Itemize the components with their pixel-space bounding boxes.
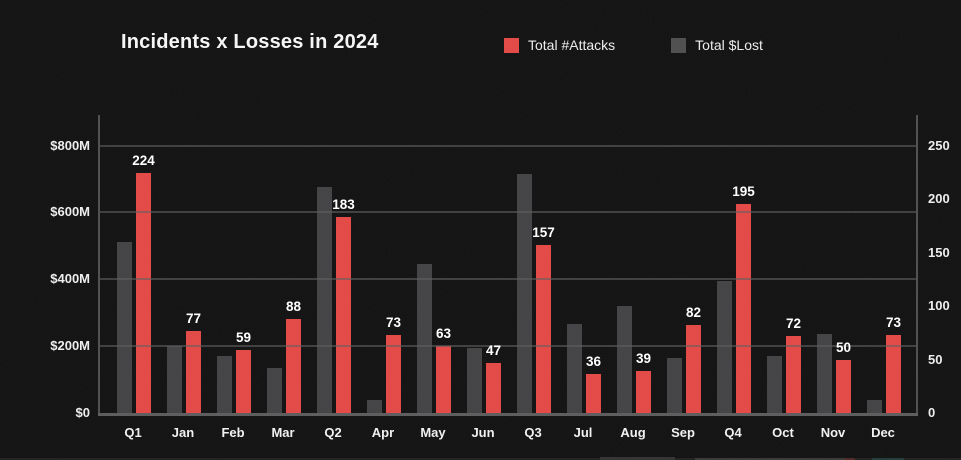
right-axis-tick-label: 100 xyxy=(928,298,950,313)
bar-total-attacks xyxy=(636,371,651,413)
attacks-value-label: 59 xyxy=(235,329,252,345)
chart-legend: Total #Attacks Total $Lost xyxy=(504,37,763,53)
bar-total-attacks xyxy=(286,318,301,413)
attacks-value-label: 39 xyxy=(635,351,652,367)
right-axis-tick-label: 0 xyxy=(928,405,936,420)
x-axis-category-label: Feb xyxy=(221,425,245,440)
left-axis-tick-label: $0 xyxy=(75,405,90,420)
gridline xyxy=(98,144,918,147)
chart-title: Incidents x Losses in 2024 xyxy=(121,31,379,53)
attacks-value-label: 77 xyxy=(185,310,202,326)
x-axis-category-label: Jan xyxy=(171,425,195,440)
lost-swatch-icon xyxy=(671,37,687,53)
left-axis-tick-label: $200M xyxy=(50,338,90,354)
bar-total-attacks xyxy=(486,362,501,413)
x-axis-category-label: Sep xyxy=(671,425,695,440)
gridline xyxy=(98,211,918,214)
bar-total-attacks xyxy=(236,349,251,413)
attacks-value-label: 224 xyxy=(132,153,155,169)
bar-total-attacks xyxy=(136,173,151,413)
bar-total-lost xyxy=(317,187,332,413)
bar-total-attacks xyxy=(836,359,851,413)
bar-total-attacks xyxy=(186,330,201,413)
x-axis-category-label: Nov xyxy=(820,425,846,440)
left-axis-tick-label: $400M xyxy=(50,271,90,287)
bar-total-lost xyxy=(517,173,532,413)
attacks-value-label: 72 xyxy=(785,315,802,331)
bar-total-lost xyxy=(367,399,382,413)
attacks-value-label: 73 xyxy=(385,314,402,330)
bar-total-lost xyxy=(667,357,682,413)
bar-total-lost xyxy=(117,242,132,413)
bar-total-attacks xyxy=(786,335,801,413)
bar-total-attacks xyxy=(586,374,601,413)
attacks-swatch-icon xyxy=(504,37,519,53)
legend-item-lost[interactable]: Total $Lost xyxy=(671,37,763,53)
attacks-value-label: 195 xyxy=(732,184,755,200)
legend-label-attacks: Total #Attacks xyxy=(528,37,616,53)
bar-total-attacks xyxy=(536,245,551,413)
x-axis-category-label: Q2 xyxy=(324,425,342,440)
bar-total-lost xyxy=(167,346,182,413)
x-axis-category-label: May xyxy=(420,425,446,440)
bar-total-attacks xyxy=(436,345,451,413)
attacks-value-label: 36 xyxy=(585,354,602,370)
bar-total-attacks xyxy=(736,204,751,413)
x-axis-category-label: Jul xyxy=(573,425,593,440)
x-axis-category-label: Dec xyxy=(871,425,895,440)
bar-total-attacks xyxy=(686,325,701,413)
x-axis-category-label: Apr xyxy=(371,425,395,440)
attacks-value-label: 50 xyxy=(835,339,852,355)
bar-total-attacks xyxy=(336,217,351,413)
x-axis-category-label: Jun xyxy=(471,425,495,440)
left-axis-tick-label: $800M xyxy=(50,137,90,153)
bar-total-lost xyxy=(767,356,782,413)
bar-total-lost xyxy=(267,367,282,413)
left-axis-tick-label: $600M xyxy=(50,204,90,220)
x-axis-category-label: Q1 xyxy=(124,425,142,440)
legend-item-attacks[interactable]: Total #Attacks xyxy=(504,37,615,53)
bar-total-lost xyxy=(867,399,882,413)
right-axis-tick-label: 200 xyxy=(928,191,950,206)
y-axis-left-line xyxy=(98,115,100,413)
x-axis-category-label: Q4 xyxy=(724,425,742,440)
y-axis-right-line xyxy=(916,115,918,413)
right-axis-tick-label: 150 xyxy=(928,244,950,260)
right-axis-tick-label: 50 xyxy=(928,351,943,367)
gridline xyxy=(98,278,918,281)
attacks-value-label: 88 xyxy=(285,298,302,314)
attacks-value-label: 157 xyxy=(532,225,555,240)
attacks-value-label: 47 xyxy=(485,342,502,358)
attacks-value-label: 82 xyxy=(685,305,702,321)
bar-total-lost xyxy=(217,356,232,413)
legend-label-lost: Total $Lost xyxy=(695,37,763,53)
x-axis-category-label: Aug xyxy=(620,425,646,440)
x-axis-category-label: Oct xyxy=(772,425,794,440)
x-axis-category-label: Mar xyxy=(271,425,295,440)
x-axis-line xyxy=(98,413,918,416)
attacks-value-label: 73 xyxy=(885,314,902,330)
attacks-value-label: 183 xyxy=(332,197,355,213)
x-axis-category-label: Q3 xyxy=(524,425,542,440)
attacks-value-label: 63 xyxy=(435,325,452,341)
right-axis-tick-label: 250 xyxy=(928,137,950,153)
